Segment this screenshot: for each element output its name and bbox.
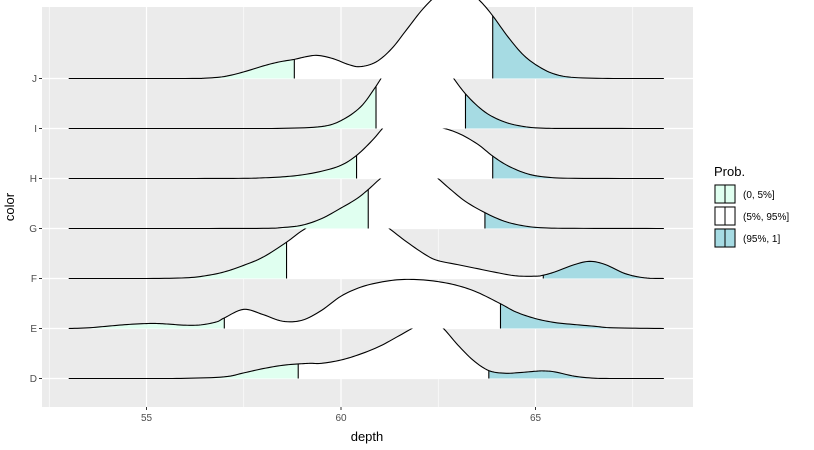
ridge-E [68,278,664,330]
low-tail-region [68,86,377,129]
ridges [68,0,664,380]
low-tail-region [68,363,299,379]
y-tick-label: F [31,274,37,285]
low-tail-region [68,317,225,329]
high-tail-region [488,370,664,379]
mid-region [286,212,544,279]
high-tail-region [492,15,664,79]
y-tick-label: G [29,224,37,235]
high-tail-region [484,212,664,229]
x-tick-label: 60 [335,413,347,424]
y-axis-title: color [2,192,17,221]
high-tail-region [500,303,664,329]
x-tick-label: 65 [530,413,542,424]
high-tail-region [492,156,664,179]
x-axis-title: depth [351,429,384,444]
density-outline [68,278,664,330]
y-tick-label: E [30,324,37,335]
legend-entry: (0, 5%] [714,184,775,204]
legend: Prob. (0, 5%] (5%, 95%] (95%, 1] [714,164,789,248]
ridge-J [68,0,664,80]
legend-label: (95%, 1] [743,234,780,245]
y-tick-label: H [30,174,37,185]
legend-entry: (5%, 95%] [714,206,789,226]
low-tail-region [68,242,287,279]
high-tail-region [465,93,664,129]
mid-region [368,165,485,229]
mid-region [356,117,493,179]
y-tick-label: J [32,74,37,85]
low-tail-region [68,189,369,229]
y-tick-label: I [34,124,37,135]
mid-region [294,0,493,79]
y-tick-label: D [30,374,37,385]
legend-entry: (95%, 1] [714,228,780,248]
density-outline [68,0,664,80]
legend-label: (5%, 95%] [743,212,789,223]
legend-title: Prob. [714,164,745,179]
mid-region [224,279,501,329]
mid-region [298,322,489,379]
legend-label: (0, 5%] [743,190,775,201]
ridge-F [68,211,664,280]
x-tick-label: 55 [141,413,153,424]
axes: 55 60 65 D E F G H I J [29,74,541,424]
low-tail-region [68,155,357,179]
high-tail-region [543,261,664,279]
density-outline [68,211,664,280]
